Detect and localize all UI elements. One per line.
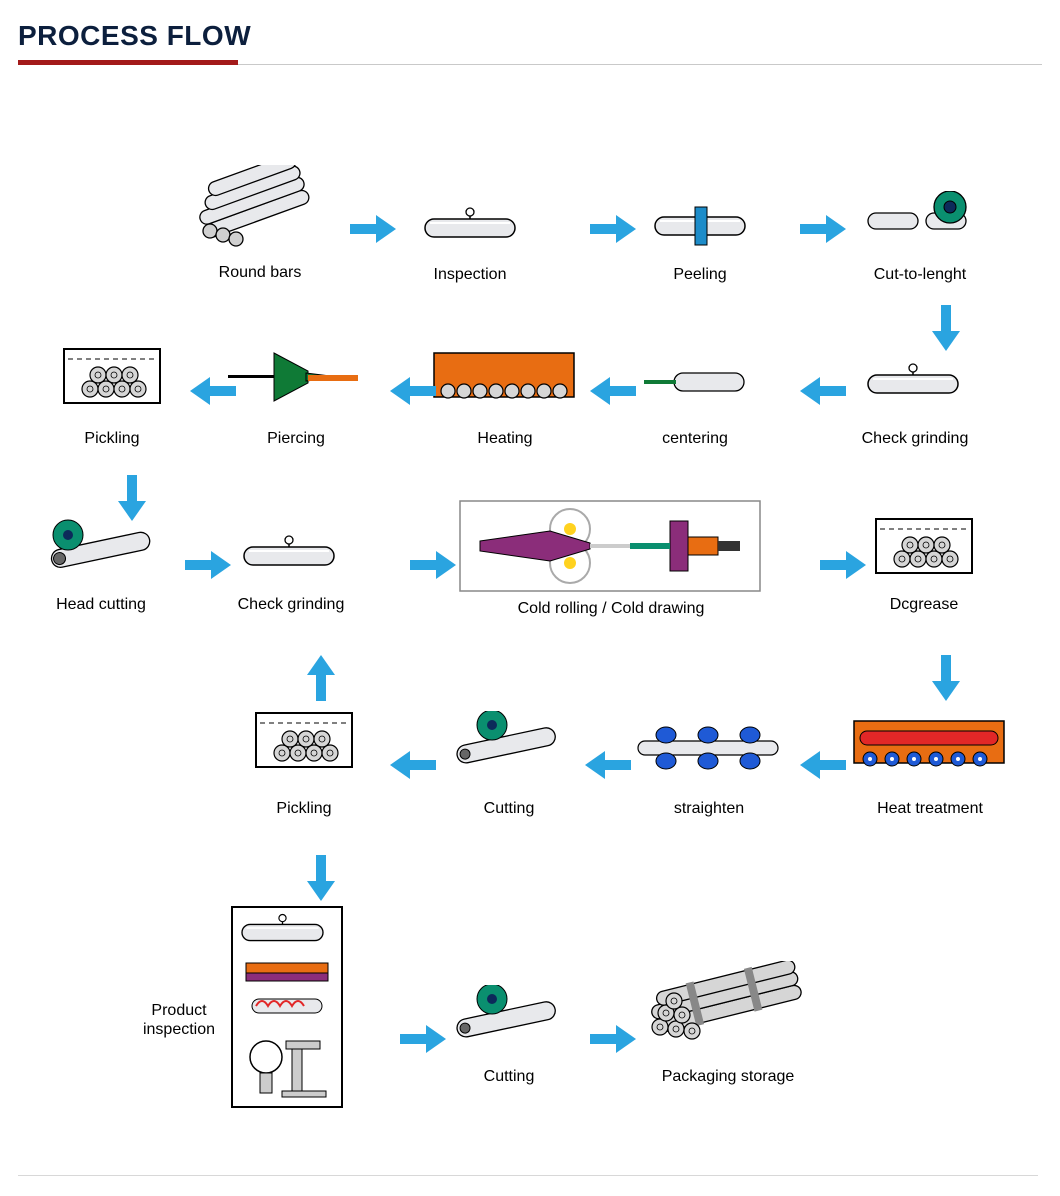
step-packaging: Packaging storage	[638, 961, 818, 1086]
packaging-icon	[638, 961, 818, 1061]
step-peeling: Peeling	[650, 203, 750, 284]
step-label: Round bars	[190, 263, 330, 282]
flow-arrow-left	[800, 751, 848, 781]
flow-arrow-left	[800, 377, 848, 407]
step-label: Dcgrease	[872, 595, 976, 614]
step-label: Piercing	[226, 429, 366, 448]
step-piercing: Piercing	[226, 351, 366, 448]
tank-icon	[872, 509, 976, 579]
step-label: Heat treatment	[850, 799, 1010, 818]
step-cutting-2: Cutting	[446, 985, 572, 1086]
flow-arrow-right	[400, 1025, 448, 1055]
flow-arrow-left	[390, 377, 438, 407]
step-pickling-1: Pickling	[60, 339, 164, 448]
title-divider	[18, 64, 1042, 65]
step-label: Heating	[430, 429, 580, 448]
step-check-grinding-2: Check grinding	[236, 535, 346, 614]
flow-arrow-up	[307, 655, 337, 703]
step-label: Product inspection	[124, 1001, 234, 1039]
piercing-icon	[226, 351, 366, 405]
step-label: Cut-to-lenght	[860, 265, 980, 284]
step-label: Check grinding	[236, 595, 346, 614]
straighten-icon	[634, 721, 784, 775]
flow-arrow-down	[307, 855, 337, 903]
step-label: Cold rolling / Cold drawing	[456, 599, 766, 618]
cold-roll-icon	[456, 499, 766, 595]
flow-arrow-left	[190, 377, 238, 407]
head-cut-icon	[38, 519, 164, 575]
step-centering: centering	[640, 363, 750, 448]
product-inspection-icon	[230, 905, 346, 1111]
flow-arrow-right	[800, 215, 848, 245]
round-bars-icon	[190, 165, 330, 257]
step-cutting-1: Cutting	[446, 711, 572, 818]
step-product-inspection	[230, 905, 346, 1111]
cutting-icon	[446, 985, 572, 1041]
flow-arrow-left	[585, 751, 633, 781]
step-heating: Heating	[430, 351, 580, 448]
step-pickling-2: Pickling	[252, 703, 356, 818]
step-label: straighten	[634, 799, 784, 818]
process-flow-diagram: Round bars Inspection Peeling Cut-to-len…	[20, 95, 1040, 1155]
flow-arrow-down	[932, 655, 962, 703]
flow-arrow-down	[932, 305, 962, 353]
step-degrease: Dcgrease	[872, 509, 976, 614]
heat-treat-icon	[850, 719, 1010, 771]
step-label: Head cutting	[38, 595, 164, 614]
flow-arrow-right	[185, 551, 233, 581]
centering-icon	[640, 363, 750, 399]
heating-icon	[430, 351, 580, 403]
peeling-icon	[650, 203, 750, 247]
step-cut-to-length: Cut-to-lenght	[860, 191, 980, 284]
inspection-icon	[860, 363, 970, 399]
flow-arrow-down	[118, 475, 148, 523]
step-cold-rolling: Cold rolling / Cold drawing	[456, 499, 766, 618]
flow-arrow-right	[820, 551, 868, 581]
flow-arrow-right	[590, 1025, 638, 1055]
step-round-bars: Round bars	[190, 165, 330, 282]
tank-icon	[60, 339, 164, 409]
step-inspection: Inspection	[420, 207, 520, 284]
step-head-cutting: Head cutting	[38, 519, 164, 614]
inspection-icon	[236, 535, 346, 571]
step-check-grinding-1: Check grinding	[860, 363, 970, 448]
step-label: centering	[640, 429, 750, 448]
cutting-icon	[446, 711, 572, 767]
step-heat-treatment: Heat treatment	[850, 719, 1010, 818]
bottom-divider	[18, 1175, 1038, 1176]
cut-disc-icon	[860, 191, 980, 239]
flow-arrow-right	[410, 551, 458, 581]
step-label: Pickling	[252, 799, 356, 818]
step-label: Cutting	[446, 799, 572, 818]
inspection-icon	[420, 207, 520, 243]
tank-icon	[252, 703, 356, 773]
flow-arrow-left	[390, 751, 438, 781]
flow-arrow-right	[590, 215, 638, 245]
step-label: Packaging storage	[638, 1067, 818, 1086]
step-label: Peeling	[650, 265, 750, 284]
step-straighten: straighten	[634, 721, 784, 818]
step-label: Inspection	[420, 265, 520, 284]
step-label: Pickling	[60, 429, 164, 448]
step-label: Check grinding	[860, 429, 970, 448]
page-title: PROCESS FLOW	[18, 20, 1042, 60]
flow-arrow-left	[590, 377, 638, 407]
step-label: Cutting	[446, 1067, 572, 1086]
flow-arrow-right	[350, 215, 398, 245]
